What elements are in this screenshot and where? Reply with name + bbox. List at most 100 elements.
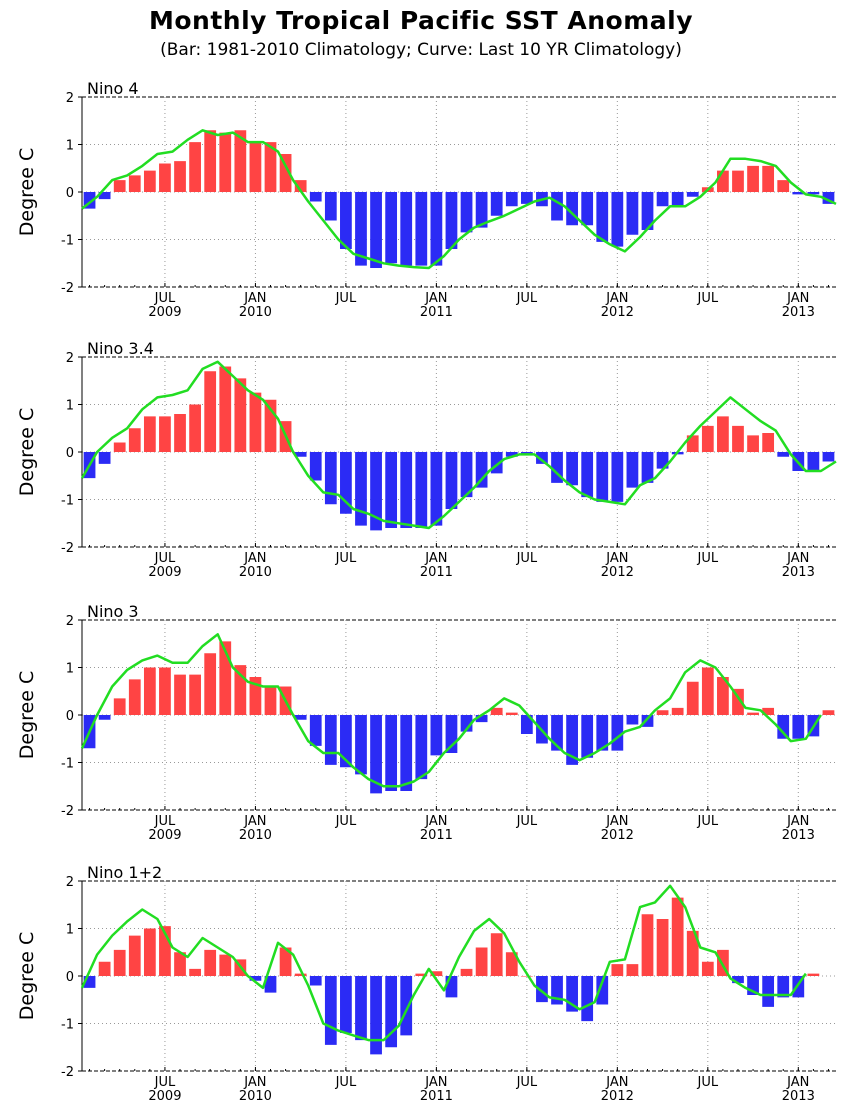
anomaly-bar: [701, 961, 714, 976]
x-tick-label: JAN: [424, 551, 447, 566]
anomaly-bar: [475, 715, 488, 723]
anomaly-bar: [581, 192, 594, 226]
anomaly-bar: [370, 976, 382, 1055]
x-year-label: 2011: [420, 1089, 453, 1104]
anomaly-bar: [189, 674, 201, 715]
anomaly-bar: [400, 452, 413, 528]
anomaly-bar: [671, 897, 684, 976]
anomaly-bar: [279, 154, 292, 192]
x-tick-label: JAN: [605, 1075, 628, 1090]
anomaly-bar: [355, 192, 367, 266]
anomaly-bar: [98, 452, 111, 464]
anomaly-bar: [505, 192, 518, 207]
anomaly-bar: [611, 715, 624, 751]
anomaly-bar: [551, 715, 563, 751]
x-tick-label: JUL: [516, 291, 538, 306]
y-tick-label: -1: [61, 1018, 74, 1033]
anomaly-bar: [641, 452, 654, 483]
x-tick-label: JUL: [697, 1075, 719, 1090]
anomaly-bar: [189, 968, 201, 976]
anomaly-bar: [234, 665, 247, 715]
anomaly-bar: [822, 452, 835, 462]
anomaly-bar: [641, 914, 654, 976]
anomaly-bar: [143, 667, 156, 715]
anomaly-bar: [762, 707, 775, 715]
anomaly-bar: [430, 971, 443, 976]
anomaly-bar: [264, 976, 277, 993]
x-tick-label: JAN: [605, 291, 628, 306]
anomaly-bar: [324, 715, 337, 765]
x-tick-label: JAN: [424, 814, 447, 829]
anomaly-bar: [83, 192, 96, 209]
anomaly-bar: [355, 452, 367, 526]
y-tick-label: 1: [66, 399, 74, 414]
anomaly-bar: [415, 452, 428, 528]
anomaly-bar: [340, 452, 352, 514]
anomaly-bar: [174, 674, 186, 715]
anomaly-bar: [355, 715, 367, 775]
anomaly-bar: [309, 192, 322, 202]
y-tick-label: -1: [61, 494, 74, 509]
x-year-label: 2012: [601, 1089, 634, 1104]
x-tick-label: JUL: [697, 814, 719, 829]
anomaly-bar: [445, 452, 458, 509]
y-tick-label: 1: [66, 923, 74, 938]
anomaly-bar: [490, 933, 503, 976]
anomaly-bar: [385, 452, 398, 528]
x-tick-label: JAN: [786, 814, 809, 829]
anomaly-bar: [747, 712, 759, 715]
anomaly-bar: [249, 392, 262, 452]
anomaly-bar: [340, 976, 352, 1033]
anomaly-bar: [611, 192, 624, 247]
anomaly-bar: [626, 192, 639, 235]
anomaly-bar: [747, 976, 759, 995]
x-year-label: 2012: [601, 828, 634, 843]
anomaly-bar: [656, 452, 669, 469]
x-year-label: 2011: [420, 565, 453, 580]
anomaly-bar: [490, 707, 503, 715]
x-tick-label: JUL: [335, 551, 357, 566]
anomaly-bar: [686, 681, 699, 715]
anomaly-bar: [128, 935, 141, 976]
page-title: Monthly Tropical Pacific SST Anomaly: [148, 6, 694, 35]
anomaly-bar: [686, 930, 699, 976]
x-year-label: 2013: [782, 565, 815, 580]
x-year-label: 2010: [239, 1089, 272, 1104]
anomaly-bar: [113, 698, 126, 715]
anomaly-bar: [415, 973, 428, 976]
x-year-label: 2010: [239, 828, 272, 843]
x-tick-label: JUL: [335, 291, 357, 306]
anomaly-bar: [717, 416, 729, 452]
panel-label: Nino 3: [87, 602, 139, 621]
anomaly-bar: [219, 641, 232, 715]
anomaly-bar: [189, 142, 201, 192]
x-tick-label: JAN: [786, 1075, 809, 1090]
anomaly-bar: [234, 378, 247, 452]
anomaly-bar: [430, 452, 443, 526]
anomaly-bar: [400, 715, 413, 791]
x-tick-label: JUL: [516, 551, 538, 566]
anomaly-bar: [490, 192, 503, 216]
anomaly-bar: [400, 192, 413, 266]
anomaly-bar: [762, 433, 775, 452]
x-tick-label: JUL: [154, 551, 176, 566]
anomaly-bar: [385, 976, 398, 1048]
y-tick-label: 2: [66, 91, 74, 106]
anomaly-bar: [83, 976, 96, 988]
anomaly-bar: [294, 452, 307, 457]
anomaly-bar: [370, 452, 382, 531]
anomaly-bar: [234, 130, 247, 192]
anomaly-bar: [113, 180, 126, 192]
anomaly-bar: [279, 947, 292, 976]
anomaly-bar: [460, 192, 473, 233]
anomaly-bar: [536, 452, 548, 464]
y-tick-label: 2: [66, 351, 74, 366]
anomaly-bar: [807, 452, 820, 471]
anomaly-bar: [475, 192, 488, 228]
anomaly-bar: [520, 976, 533, 977]
anomaly-bar: [309, 976, 322, 986]
anomaly-bar: [671, 707, 684, 715]
anomaly-bar: [626, 452, 639, 488]
